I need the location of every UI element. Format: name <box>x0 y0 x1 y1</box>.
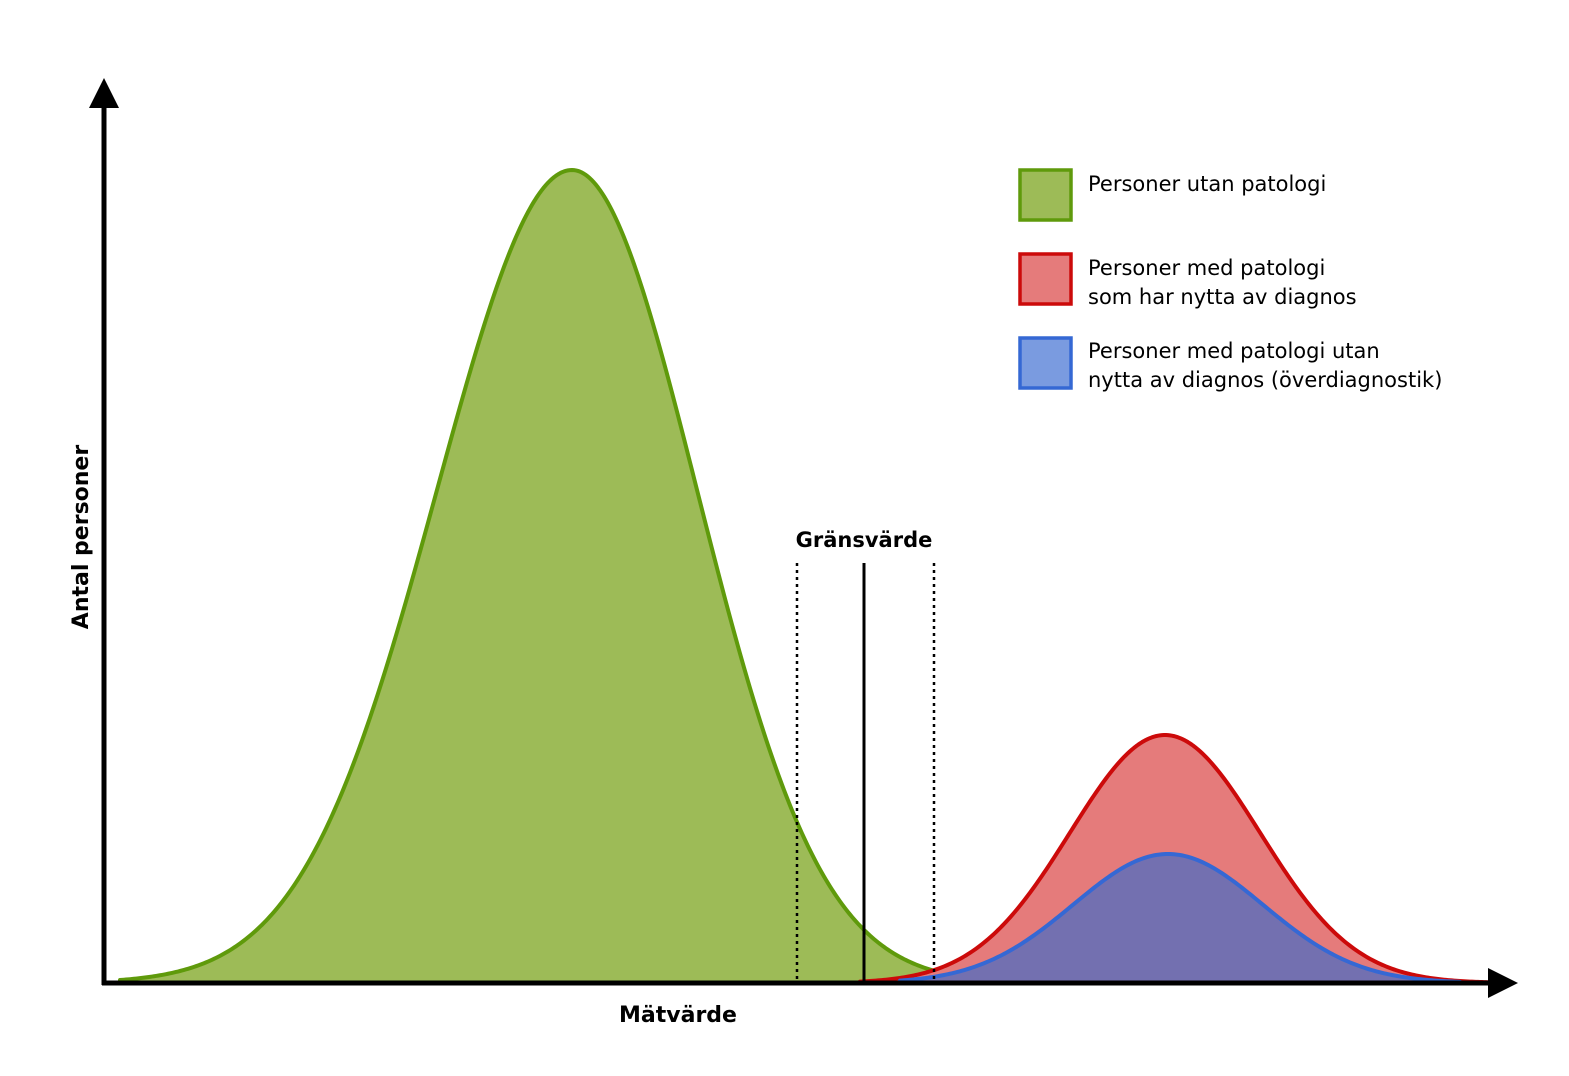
legend-label-benefit-line1: Personer med patologi <box>1088 256 1325 280</box>
x-axis-label: Mätvärde <box>619 1003 737 1028</box>
y-axis-label: Antal personer <box>69 445 94 630</box>
legend-label-overdiagnosis-line2: nytta av diagnos (överdiagnostik) <box>1088 368 1442 392</box>
legend-swatch-benefit <box>1018 252 1073 306</box>
legend-label-healthy: Personer utan patologi <box>1088 172 1326 196</box>
legend: Personer utan patologi Personer med pato… <box>1018 168 1442 392</box>
legend-label-benefit-line2: som har nytta av diagnos <box>1088 285 1357 309</box>
legend-swatch-overdiagnosis <box>1018 336 1073 390</box>
overdiagnosis-distribution-curve <box>898 852 1462 985</box>
healthy-distribution-curve <box>118 168 1002 985</box>
legend-swatch-healthy <box>1018 168 1073 222</box>
legend-label-overdiagnosis-line1: Personer med patologi utan <box>1088 339 1380 363</box>
threshold-label: Gränsvärde <box>796 528 933 552</box>
